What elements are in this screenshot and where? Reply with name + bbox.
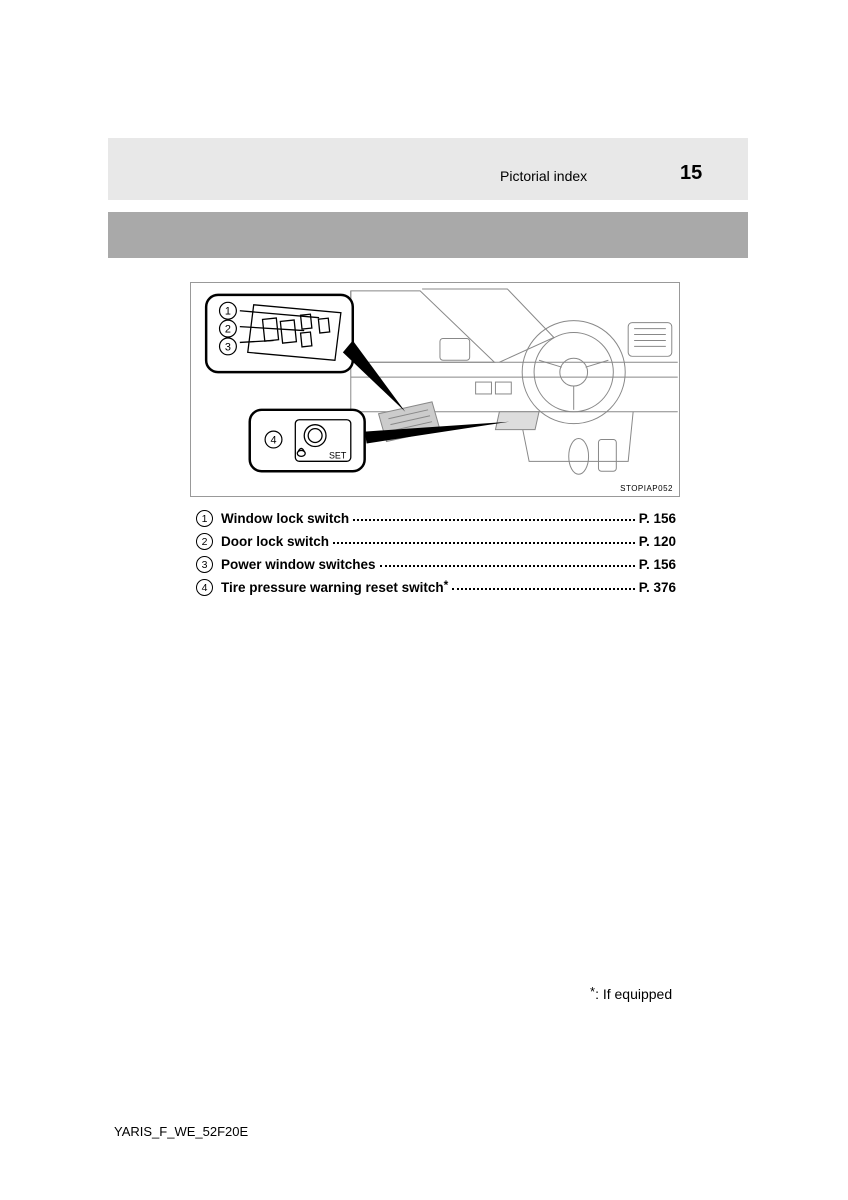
vehicle-diagram: 1 2 3 SET 4 <box>190 282 680 497</box>
dot-leader <box>333 535 635 543</box>
footnote-symbol: * <box>590 984 595 999</box>
footnote: *: If equipped <box>590 986 672 1002</box>
item-page: P. 376 <box>639 580 676 595</box>
document-code: YARIS_F_WE_52F20E <box>114 1124 248 1139</box>
footnote-text: : If equipped <box>595 986 672 1002</box>
index-item: 3 Power window switches P. 156 <box>196 556 676 573</box>
item-page: P. 120 <box>639 534 676 549</box>
diagram-code: STOPIAP052 <box>620 484 673 493</box>
asterisk-icon: * <box>444 578 449 592</box>
index-item: 2 Door lock switch P. 120 <box>196 533 676 550</box>
dot-leader <box>353 512 635 520</box>
item-label: Door lock switch <box>221 534 329 549</box>
callout-2: 2 <box>225 324 231 336</box>
item-label: Tire pressure warning reset switch* <box>221 580 448 595</box>
callout-4: 4 <box>270 434 276 446</box>
dot-leader <box>380 558 635 566</box>
set-label: SET <box>329 450 347 460</box>
item-label: Window lock switch <box>221 511 349 526</box>
item-label: Power window switches <box>221 557 376 572</box>
index-item: 1 Window lock switch P. 156 <box>196 510 676 527</box>
item-number: 3 <box>196 556 213 573</box>
item-number: 1 <box>196 510 213 527</box>
item-page: P. 156 <box>639 511 676 526</box>
index-items: 1 Window lock switch P. 156 2 Door lock … <box>196 510 676 602</box>
index-item: 4 Tire pressure warning reset switch* P.… <box>196 579 676 596</box>
page-number: 15 <box>680 162 702 185</box>
callout-3: 3 <box>225 341 231 353</box>
callout-1: 1 <box>225 306 231 318</box>
header-light-bar <box>108 138 748 200</box>
section-label: Pictorial index <box>500 168 587 184</box>
item-label-text: Tire pressure warning reset switch <box>221 580 444 595</box>
item-number: 2 <box>196 533 213 550</box>
header-dark-bar <box>108 212 748 258</box>
item-number: 4 <box>196 579 213 596</box>
dot-leader <box>452 581 634 589</box>
item-page: P. 156 <box>639 557 676 572</box>
